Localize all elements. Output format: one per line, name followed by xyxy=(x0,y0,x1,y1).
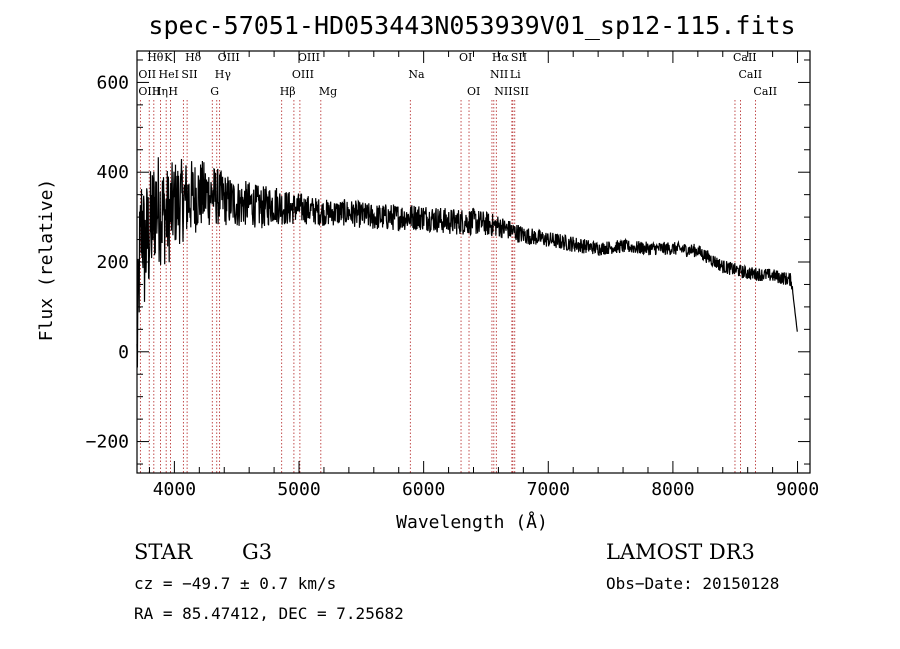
spectral-line-label: CaII xyxy=(738,68,762,81)
flux-series-line xyxy=(136,157,798,368)
y-axis-label: Flux (relative) xyxy=(36,179,57,342)
obs-date: Obs−Date: 20150128 xyxy=(606,574,779,593)
spectral-line-label: SII xyxy=(513,85,529,98)
spectral-line-label: Na xyxy=(408,68,425,81)
spectral-line-label: Hα xyxy=(492,51,510,64)
spectral-line-label: OI xyxy=(459,51,472,64)
spectral-line-label: Hδ xyxy=(185,51,202,64)
redshift-info: cz = −49.7 ± 0.7 km/s xyxy=(134,574,336,593)
spectral-line-label: CaII xyxy=(753,85,777,98)
spectral-line-label: Hβ xyxy=(280,85,296,98)
y-tick-label: 600 xyxy=(96,72,129,93)
spectral-line-label: OII xyxy=(138,68,156,81)
spectral-line-label: HeI xyxy=(159,68,179,81)
spectral-line-label: G xyxy=(210,85,219,98)
spectral-line-label: NII xyxy=(490,68,508,81)
spectral-line-label: NII xyxy=(494,85,512,98)
spectrum-plot xyxy=(136,157,798,368)
y-tick-label: 0 xyxy=(118,342,129,363)
y-tick-label: 400 xyxy=(96,162,129,183)
y-tick-label: −200 xyxy=(86,432,129,453)
spectral-line-label: OIII xyxy=(292,68,314,81)
x-tick-label: 7000 xyxy=(527,479,570,500)
x-tick-label: 8000 xyxy=(651,479,694,500)
spectral-line-label: OIII xyxy=(298,51,320,64)
ticks: 4000 5000 6000 7000 8000 9000 −200 0 200 400 600 xyxy=(86,51,819,500)
x-tick-label: 6000 xyxy=(402,479,445,500)
spectral-line-label: Hη xyxy=(152,85,168,98)
spectral-line-label: Mg xyxy=(319,85,337,98)
y-tick-label: 200 xyxy=(96,252,129,273)
spectral-line-label: OI xyxy=(467,85,480,98)
coordinates: RA = 85.47412, DEC = 7.25682 xyxy=(134,604,404,623)
spectral-line-label: SII xyxy=(511,51,527,64)
spectral-line-label: Li xyxy=(510,68,521,81)
spectral-line-label: H xyxy=(168,85,178,98)
spectral-line-label: CaII xyxy=(733,51,757,64)
survey-name: LAMOST DR3 xyxy=(606,540,755,564)
x-axis-label: Wavelength (Å) xyxy=(396,511,548,533)
spectral-line-label: OIII xyxy=(138,85,160,98)
spectral-line-markers xyxy=(139,100,756,473)
object-subclass: G3 xyxy=(242,540,272,564)
spectral-line-label: Hγ xyxy=(215,68,232,81)
spectral-line-label: OIII xyxy=(218,51,240,64)
x-tick-label: 9000 xyxy=(776,479,819,500)
chart-title: spec-57051-HD053443N053939V01_sp12-115.f… xyxy=(148,11,795,40)
x-tick-label: 4000 xyxy=(153,479,196,500)
object-class: STAR xyxy=(134,540,193,564)
spectral-line-label: SII xyxy=(181,68,197,81)
spectral-line-label: K xyxy=(164,51,173,64)
x-tick-label: 5000 xyxy=(277,479,320,500)
spectral-line-label: Hθ xyxy=(147,51,164,64)
